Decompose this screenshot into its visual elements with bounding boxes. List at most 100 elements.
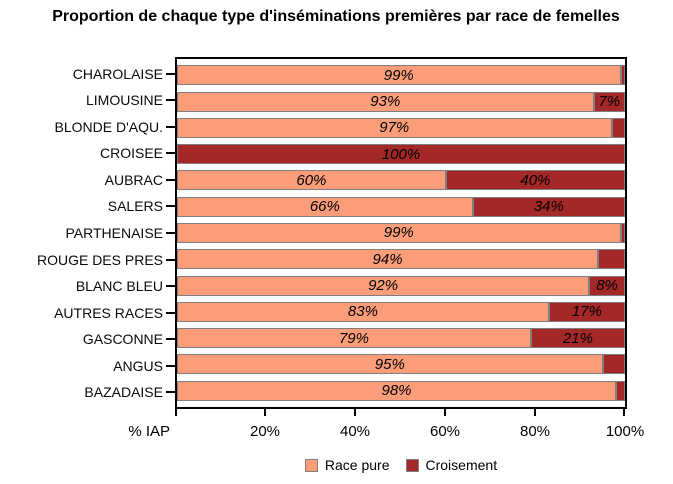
bar-value-label: 8% xyxy=(596,277,618,295)
category-label: SALERS xyxy=(107,198,163,215)
bar-value-label: 100% xyxy=(381,145,421,163)
bar-value-label: 34% xyxy=(533,198,564,216)
bar-value-label: 7% xyxy=(598,93,621,111)
bar-value-label: 17% xyxy=(571,303,602,321)
x-tick-label: 80% xyxy=(519,423,551,440)
x-axis-tick-labels: 20% 40% 60% 80% 100% xyxy=(175,423,644,443)
bar-segment-croisement: 8% xyxy=(589,275,625,296)
category-label: PARTHENAISE xyxy=(65,224,163,241)
y-tick-mark xyxy=(166,338,175,341)
bar-segment-croisement xyxy=(616,380,625,401)
bar-value-label: 66% xyxy=(309,198,340,216)
bar-row: 98% xyxy=(177,380,625,401)
bar-row: 60% 40% xyxy=(177,170,625,191)
y-tick xyxy=(166,90,175,110)
bar-segment-race-pure: 66% xyxy=(177,196,473,217)
bar-segment-croisement xyxy=(611,117,625,138)
x-tick-label: 40% xyxy=(339,423,371,440)
bar-row: 94% xyxy=(177,249,625,270)
legend-label: Croisement xyxy=(425,457,498,473)
category-label: AUTRES RACES xyxy=(54,304,163,321)
bar-segment-race-pure: 93% xyxy=(177,91,594,112)
bar-value-label: 97% xyxy=(379,119,410,137)
bar-value-label: 95% xyxy=(374,355,405,373)
x-axis-ticks xyxy=(175,409,627,417)
x-axis-title: % IAP xyxy=(128,423,170,440)
y-tick-mark xyxy=(166,178,175,181)
legend: Race pure Croisement xyxy=(175,455,627,475)
y-tick-mark xyxy=(166,391,175,394)
x-tick-mark xyxy=(264,409,266,416)
bar-value-label: 99% xyxy=(383,66,414,84)
bar-value-label: 93% xyxy=(370,93,401,111)
category-label: ROUGE DES PRES xyxy=(36,251,163,268)
bar-segment-croisement xyxy=(620,222,625,243)
y-tick-mark xyxy=(166,152,175,155)
category-label: GASCONNE xyxy=(82,331,163,348)
legend-swatch xyxy=(304,458,318,472)
category-label: BLONDE D'AQU. xyxy=(54,118,163,135)
bar-row: 79% 21% xyxy=(177,328,625,349)
bar-segment-race-pure: 94% xyxy=(177,249,599,270)
category-label: BLANC BLEU xyxy=(75,278,163,295)
bar-row: 97% xyxy=(177,117,625,138)
y-tick-mark xyxy=(166,311,175,314)
x-tick-label: 60% xyxy=(429,423,461,440)
bar-row: 66% 34% xyxy=(177,196,625,217)
y-tick xyxy=(166,143,175,163)
y-tick-mark xyxy=(166,125,175,128)
y-tick xyxy=(166,356,175,376)
y-tick xyxy=(166,196,175,216)
y-tick xyxy=(166,117,175,137)
x-tick-label: 100% xyxy=(605,423,645,440)
bar-segment-race-pure: 97% xyxy=(177,117,612,138)
x-tick-label: 20% xyxy=(249,423,281,440)
legend-item: Croisement xyxy=(405,457,498,473)
y-axis-labels: CHAROLAISE LIMOUSINE BLONDE D'AQU. CROISEE A… xyxy=(0,57,163,409)
category-label: CROISEE xyxy=(99,145,163,162)
bar-segment-race-pure: 95% xyxy=(177,354,603,375)
bar-segment-croisement xyxy=(620,65,625,86)
bar-segment-croisement: 34% xyxy=(472,196,625,217)
y-tick xyxy=(166,64,175,84)
bar-value-label: 92% xyxy=(368,277,399,295)
bar-row: 99% xyxy=(177,65,625,86)
chart-title: Proportion de chaque type d'insémination… xyxy=(52,8,620,25)
category-label: AUBRAC xyxy=(104,171,163,188)
category-label: ANGUS xyxy=(113,357,163,374)
x-tick-mark xyxy=(175,409,177,416)
x-tick-mark xyxy=(444,409,446,416)
bar-segment-croisement xyxy=(598,249,625,270)
y-tick-mark xyxy=(166,99,175,102)
category-label: CHAROLAISE xyxy=(72,65,163,82)
bar-row: 83% 17% xyxy=(177,301,625,322)
bar-row: 93% 7% xyxy=(177,91,625,112)
y-tick xyxy=(166,276,175,296)
bar-segment-race-pure: 98% xyxy=(177,380,617,401)
legend-label: Race pure xyxy=(324,457,390,473)
bar-segment-croisement: 21% xyxy=(530,328,625,349)
bar-value-label: 60% xyxy=(296,171,327,189)
plot-area: 99% 93% 7% 97% 100% 60% 40% 66% 34% 99% 94% 92% 8% 83… xyxy=(175,57,627,409)
y-tick-mark xyxy=(166,258,175,261)
bar-segment-croisement xyxy=(602,354,625,375)
y-tick-mark xyxy=(166,285,175,288)
x-tick-mark xyxy=(623,409,625,416)
y-tick-mark xyxy=(166,364,175,367)
bar-value-label: 40% xyxy=(520,171,551,189)
category-label: LIMOUSINE xyxy=(85,92,163,109)
y-tick xyxy=(166,170,175,190)
y-tick xyxy=(166,223,175,243)
bar-segment-croisement: 100% xyxy=(177,144,625,165)
legend-item: Race pure xyxy=(304,457,390,473)
y-axis-ticks xyxy=(166,57,175,409)
legend-swatch xyxy=(405,458,419,472)
bar-segment-race-pure: 92% xyxy=(177,275,590,296)
bar-value-label: 21% xyxy=(562,329,593,347)
y-tick-mark xyxy=(166,205,175,208)
bar-segment-race-pure: 83% xyxy=(177,301,549,322)
x-tick-mark xyxy=(534,409,536,416)
bar-segment-race-pure: 79% xyxy=(177,328,531,349)
y-tick xyxy=(166,250,175,270)
